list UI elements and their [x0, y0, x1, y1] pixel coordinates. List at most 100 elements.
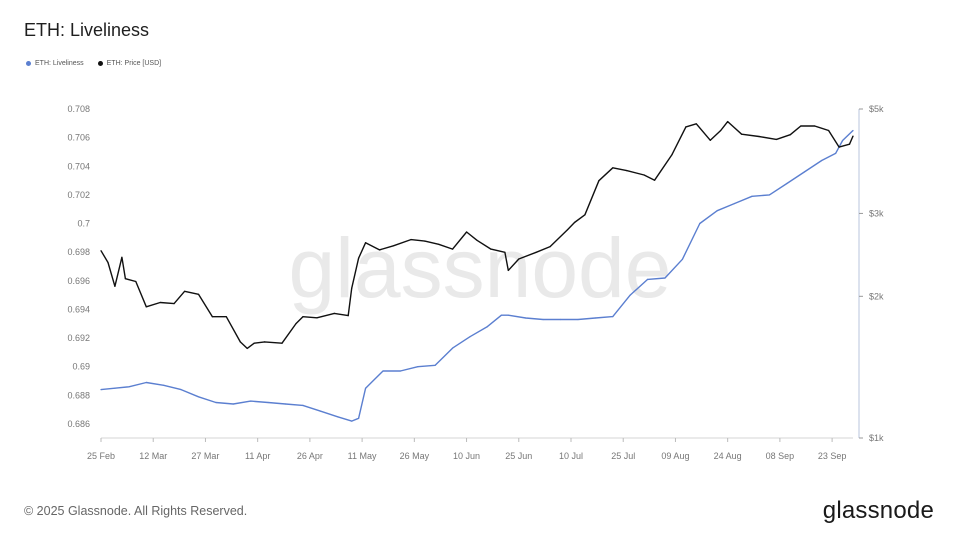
price-point [333, 312, 335, 314]
legend-swatch-liveliness [26, 61, 31, 66]
liveliness-point [382, 370, 384, 372]
price-point [225, 316, 227, 318]
legend-item-liveliness[interactable]: ETH: Liveliness [26, 60, 84, 67]
x-tick-label: 25 Jun [505, 451, 532, 461]
liveliness-point [681, 258, 684, 260]
x-tick-label: 10 Jun [453, 451, 480, 461]
liveliness-point [197, 396, 200, 398]
liveliness-point [284, 403, 287, 405]
watermark-text: glassnode [289, 221, 672, 315]
liveliness-point [751, 195, 753, 197]
price-point [643, 174, 645, 176]
liveliness-point [842, 139, 844, 142]
liveliness-point [835, 152, 837, 154]
liveliness-point [267, 401, 269, 404]
liveliness-point [319, 410, 321, 412]
price-point [365, 242, 367, 244]
price-point [535, 251, 537, 253]
liveliness-point [469, 336, 471, 338]
y-left-tick-label: 0.704 [67, 161, 90, 171]
y-left-tick-label: 0.708 [67, 104, 90, 114]
chart-axes: 0.686 0.688 0.69 0.692 0.694 0.696 0.698 0.7 0.7… [67, 104, 884, 461]
liveliness-point [128, 386, 130, 388]
price-point [466, 231, 468, 233]
y-left-tick-label: 0.688 [67, 390, 90, 400]
liveliness-point [250, 400, 252, 402]
liveliness-point [399, 370, 401, 372]
price-point [358, 257, 360, 259]
x-tick-label: 23 Sep [818, 451, 847, 461]
price-point [612, 167, 614, 169]
price-point [685, 126, 687, 128]
price-point [135, 280, 137, 283]
y-right-tick-label: $3k [869, 208, 884, 218]
x-tick-label: 24 Aug [714, 451, 742, 461]
liveliness-point [542, 318, 544, 321]
x-tick-label: 25 Jul [611, 451, 635, 461]
price-point [800, 125, 802, 127]
price-point [145, 306, 147, 308]
price-point [246, 347, 248, 349]
price-point [573, 221, 576, 224]
price-point [598, 180, 600, 182]
price-point [197, 293, 200, 295]
price-point [107, 261, 109, 264]
y-left-tick-label: 0.692 [67, 333, 90, 343]
price-point [758, 135, 760, 138]
price-point [211, 316, 213, 318]
liveliness-point [664, 277, 666, 279]
copyright-text: © 2025 Glassnode. All Rights Reserved. [24, 504, 248, 518]
price-point [295, 323, 297, 325]
x-tick-label: 08 Sep [766, 451, 795, 461]
x-tick-label: 10 Jul [559, 451, 583, 461]
y-right-tick-label: $2k [869, 291, 884, 301]
y-left-tick-label: 0.686 [67, 419, 90, 429]
price-point [566, 229, 569, 231]
liveliness-point [612, 316, 614, 318]
price-point [654, 179, 656, 181]
liveliness-point [768, 194, 771, 196]
price-point [814, 125, 816, 127]
price-point [184, 290, 186, 292]
liveliness-point [163, 384, 165, 386]
price-point [504, 251, 506, 253]
price-point [121, 256, 123, 258]
price-point [452, 248, 454, 250]
legend-item-price[interactable]: ETH: Price [USD] [97, 60, 161, 67]
price-point [239, 341, 241, 343]
liveliness-point [114, 387, 116, 389]
glassnode-logo[interactable]: glassnode [822, 497, 934, 524]
liveliness-point [232, 403, 234, 405]
liveliness-point [821, 159, 823, 162]
legend-label-liveliness: ETH: Liveliness [35, 60, 84, 67]
y-left-tick-label: 0.7 [77, 219, 90, 229]
liveliness-point [577, 318, 579, 321]
y-left-tick-label: 0.698 [67, 247, 90, 257]
price-point [264, 341, 266, 343]
liveliness-point [507, 314, 509, 316]
x-tick-label: 12 Mar [139, 451, 167, 461]
price-point [775, 138, 778, 140]
x-tick-label: 09 Aug [661, 451, 689, 461]
liveliness-point [486, 326, 488, 328]
chart-title: ETH: Liveliness [24, 20, 150, 40]
price-point [848, 143, 851, 145]
price-point [253, 342, 255, 344]
price-point [518, 258, 520, 260]
liveliness-point [716, 210, 718, 212]
y-left-tick-label: 0.69 [72, 362, 90, 372]
liveliness-point [358, 417, 360, 419]
price-point [709, 139, 711, 141]
price-point [507, 269, 509, 271]
liveliness-point [629, 294, 631, 296]
price-point [173, 303, 175, 305]
liveliness-point [852, 129, 854, 132]
price-point [424, 240, 426, 242]
chart-legend: ETH: Liveliness ETH: Price [USD] [26, 60, 161, 67]
price-point [378, 249, 381, 251]
price-point [124, 278, 126, 280]
liveliness-point [180, 389, 182, 391]
legend-swatch-price [97, 61, 103, 66]
liveliness-line [100, 129, 854, 422]
